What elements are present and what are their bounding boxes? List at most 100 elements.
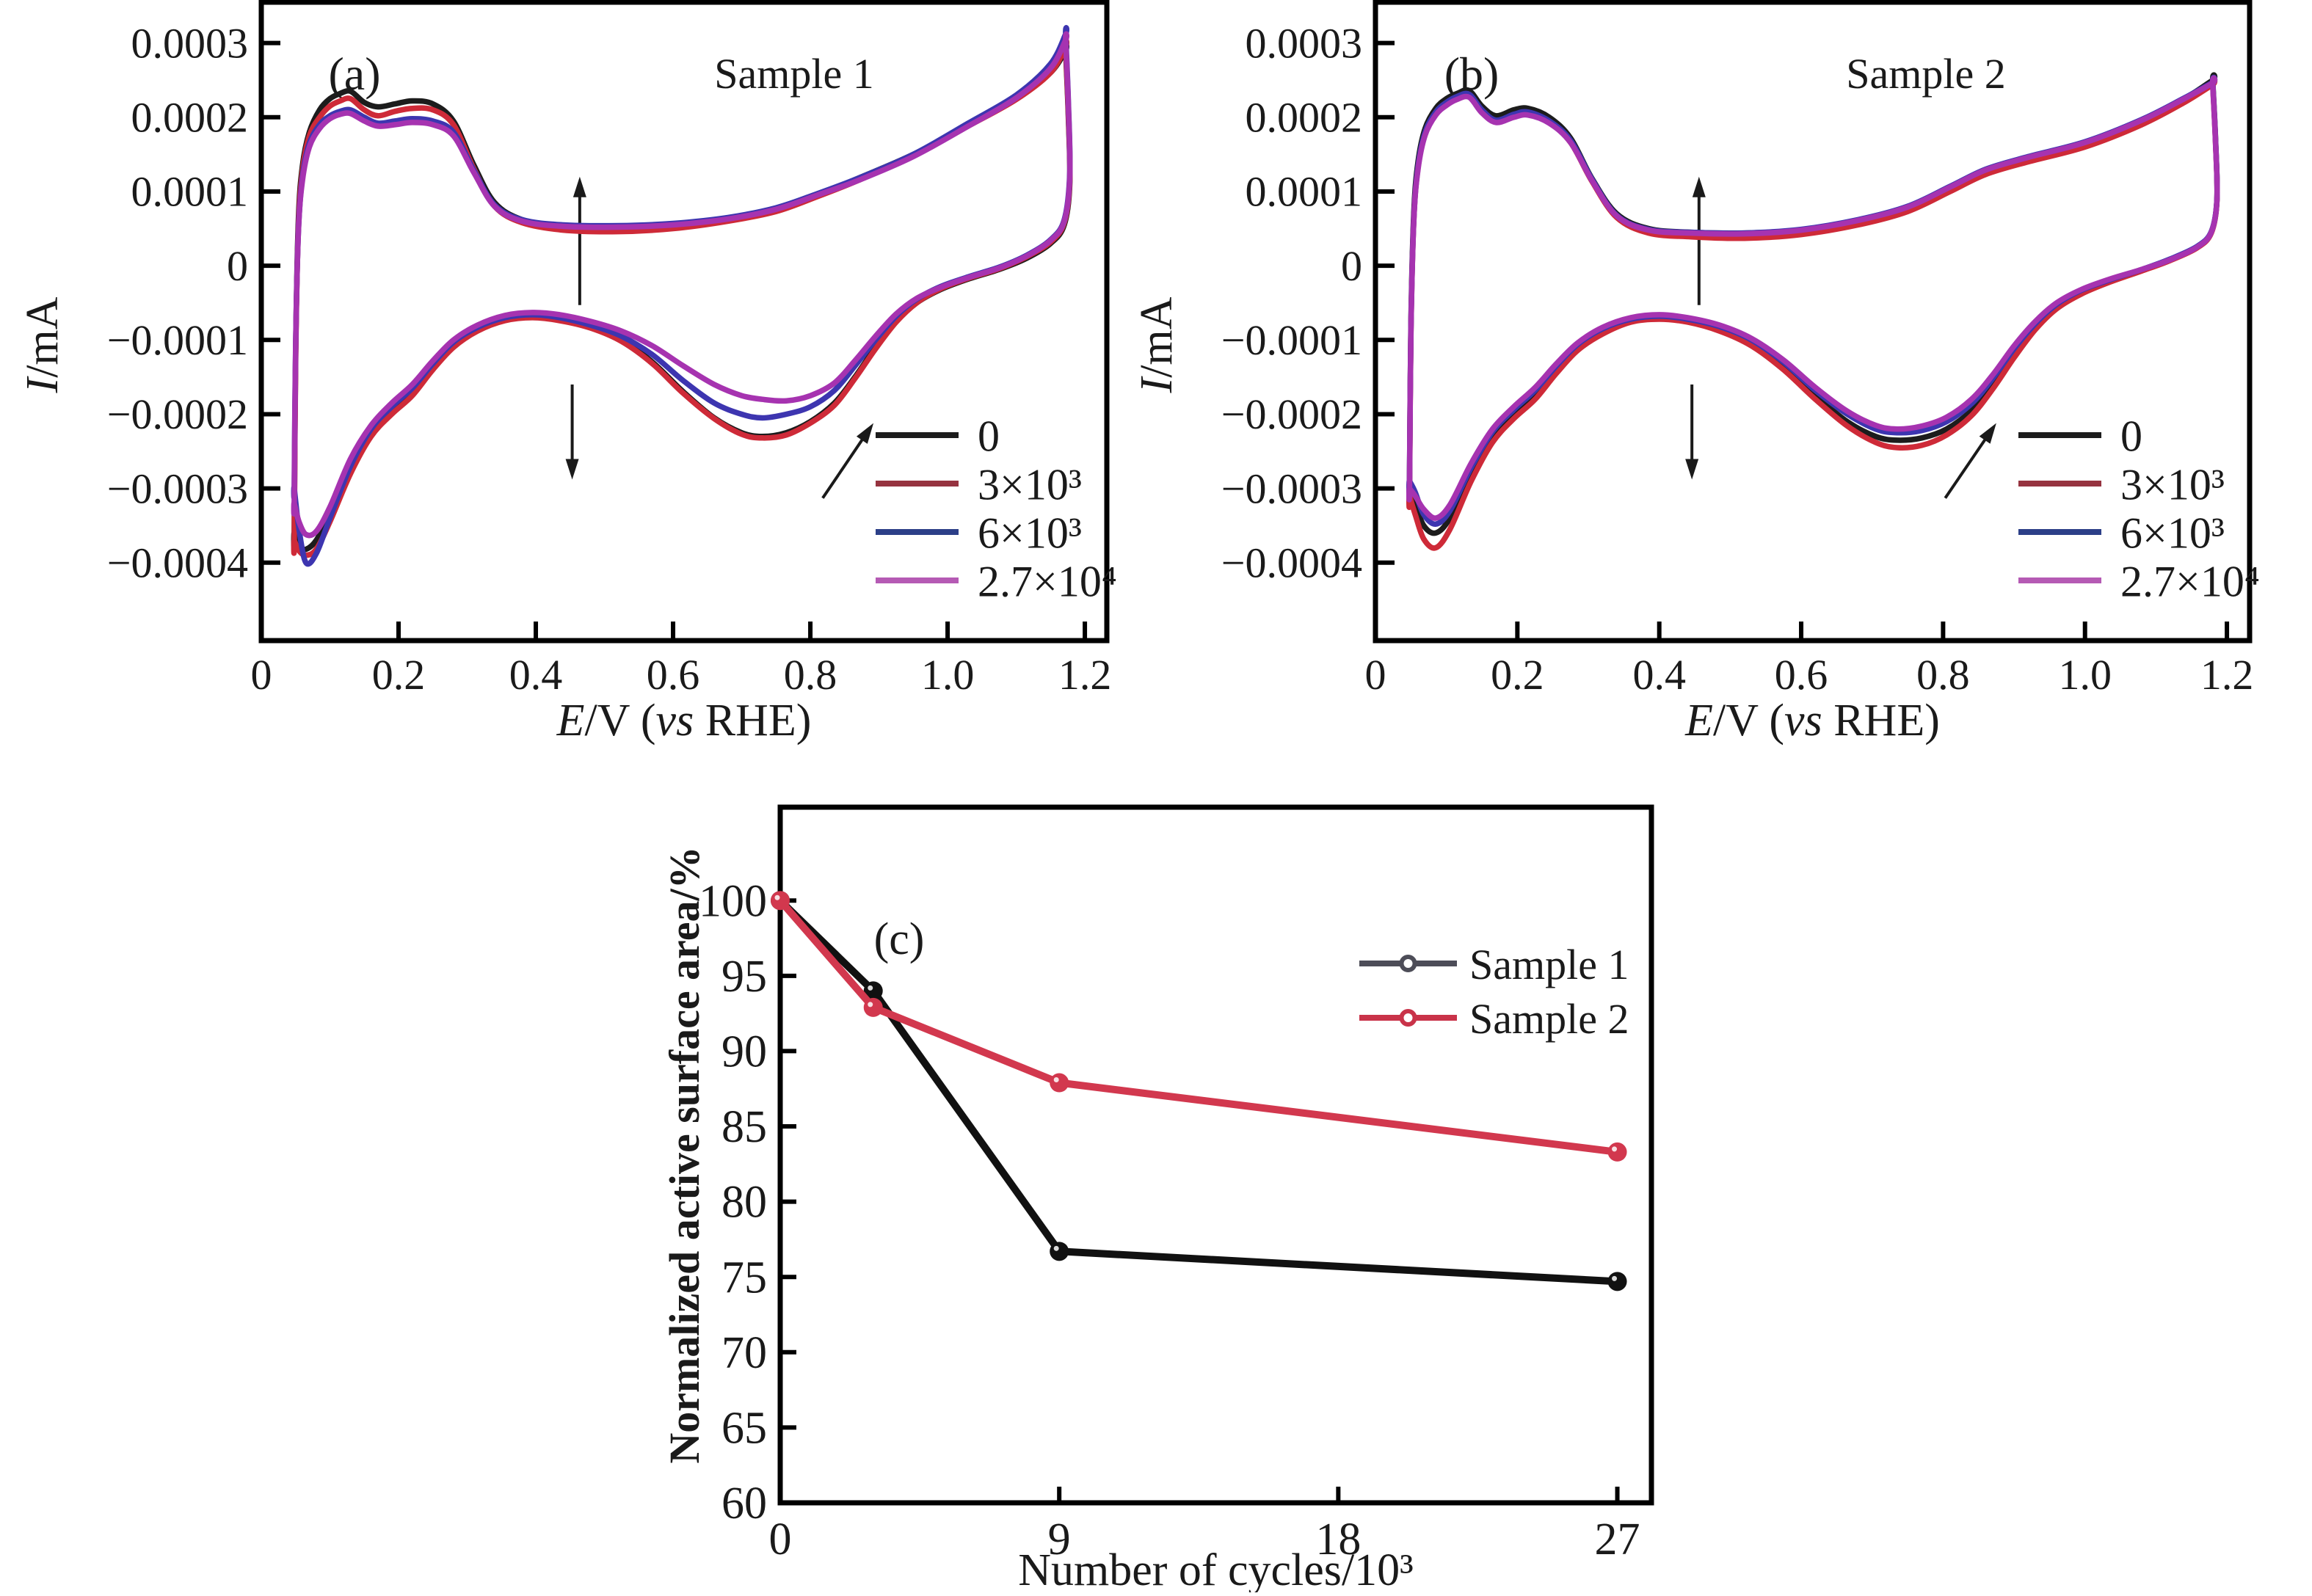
cv-curve-2.7×10⁴ <box>1406 75 2220 521</box>
y-tick-label: 0.0001 <box>131 168 249 216</box>
x-tick-label: 0.4 <box>1632 651 1686 699</box>
scan-direction-arrow-head <box>565 459 579 480</box>
plot-frame <box>777 804 1654 1506</box>
legend-label: Sample 2 <box>1469 995 1629 1043</box>
panel-c: 0 9 18 27 100 95 90 85 80 75 70 65 60 Number of cycle… <box>661 804 1654 1595</box>
x-tick-label: 18 <box>1315 1515 1361 1564</box>
y-tick-label: −0.0003 <box>107 464 248 512</box>
x-tick-label: 0 <box>769 1515 792 1564</box>
legend-marker <box>1399 955 1417 972</box>
y-axis-label: I/mA <box>1132 296 1182 393</box>
panel-a: 0 0.2 0.4 0.6 0.8 1.0 1.2 0.0003 0.0002 0.0001 0 −0… <box>18 0 1117 746</box>
scan-direction-arrow-head <box>1692 176 1706 197</box>
x-tick-label: 0 <box>251 651 272 699</box>
cv-curve-2.7×10⁴ <box>291 31 1073 539</box>
x-axis-label: Number of cycles/10³ <box>1018 1545 1414 1592</box>
y-axis-label: Normalized active surface area/% <box>661 846 708 1463</box>
x-tick-label: 0.6 <box>647 651 700 699</box>
y-tick-label: −0.0004 <box>1221 539 1362 586</box>
legend-item: Sample 2 <box>1359 995 1629 1043</box>
y-tick-label: −0.0003 <box>1221 464 1362 512</box>
panel-title: Sample 2 <box>1846 50 2005 98</box>
scan-direction-arrow-head <box>856 423 874 444</box>
y-tick-label: 70 <box>721 1328 767 1378</box>
data-point-highlight <box>1053 1077 1059 1083</box>
data-point-highlight <box>1053 1245 1059 1251</box>
y-tick-label: 0 <box>1341 242 1362 290</box>
series-line-Sample 2 <box>777 897 1618 1156</box>
legend-label: 2.7×10⁴ <box>2120 558 2260 606</box>
legend-label: 0 <box>978 412 1000 461</box>
legend-item: Sample 1 <box>1359 941 1629 988</box>
y-tick-label: 75 <box>721 1253 767 1302</box>
legend-label: 6×10³ <box>978 509 1082 558</box>
x-tick-label: 1.0 <box>2058 651 2112 699</box>
legend-label: Sample 1 <box>1469 941 1629 988</box>
x-tick-label: 1.2 <box>1058 651 1112 699</box>
legend-item: 6×10³ <box>2018 509 2225 558</box>
series-line-Sample 1 <box>777 897 1618 1286</box>
plot-frame <box>258 0 1110 644</box>
data-point-marker <box>771 891 790 911</box>
y-tick-label: 90 <box>721 1027 767 1076</box>
y-tick-label: 80 <box>721 1178 767 1228</box>
y-tick-label: 60 <box>721 1479 767 1528</box>
scan-direction-arrow-head <box>1979 423 1996 444</box>
x-tick-label: 9 <box>1048 1515 1071 1564</box>
y-tick-label: 0.0002 <box>131 94 249 142</box>
x-tick-label: 0.6 <box>1775 651 1828 699</box>
cv-curve-3×10³ <box>1406 76 2220 551</box>
data-point-highlight <box>868 1002 873 1007</box>
y-tick-label: 0.0003 <box>1246 19 1363 67</box>
y-tick-label: 95 <box>721 952 767 1002</box>
legend-label: 3×10³ <box>2120 461 2225 509</box>
x-tick-label: 27 <box>1595 1515 1640 1564</box>
x-tick-label: 0 <box>1365 651 1386 699</box>
y-tick-label: −0.0004 <box>107 539 248 586</box>
panel-title: Sample 1 <box>714 50 873 98</box>
x-tick-label: 1.2 <box>2200 651 2254 699</box>
legend-item: 6×10³ <box>876 509 1082 558</box>
data-point-highlight <box>1612 1275 1618 1281</box>
x-axis-label: E/V (vs RHE) <box>1684 696 1940 746</box>
legend-item: 3×10³ <box>876 461 1082 509</box>
y-tick-label: −0.0002 <box>1221 390 1362 438</box>
panel-letter: (c) <box>874 914 925 964</box>
x-tick-label: 0.4 <box>509 651 563 699</box>
data-point-marker <box>863 997 883 1017</box>
legend-label: 2.7×10⁴ <box>978 558 1117 606</box>
y-tick-label: 0.0001 <box>1246 168 1363 216</box>
scan-direction-arrow-head <box>1685 459 1699 480</box>
y-tick-label: −0.0002 <box>107 390 248 438</box>
y-tick-label: 85 <box>721 1102 767 1152</box>
legend-label: 3×10³ <box>978 461 1082 509</box>
legend-item: 3×10³ <box>2018 461 2225 509</box>
data-point-marker <box>1607 1142 1627 1162</box>
x-tick-label: 0.2 <box>372 651 426 699</box>
legend-marker <box>1399 1009 1417 1027</box>
y-axis-label: I/mA <box>18 296 68 393</box>
scan-direction-arrow-head <box>572 176 586 197</box>
data-point-highlight <box>868 985 873 991</box>
x-tick-label: 0.8 <box>1916 651 1970 699</box>
data-point-marker <box>1050 1242 1069 1261</box>
y-tick-label: 0.0002 <box>1246 94 1363 142</box>
legend-item: 0 <box>2018 412 2142 461</box>
data-point-highlight <box>774 894 780 900</box>
legend-item: 2.7×10⁴ <box>876 558 1117 606</box>
y-tick-label: −0.0001 <box>1221 316 1362 364</box>
y-tick-label: −0.0001 <box>107 316 248 364</box>
x-tick-label: 0.8 <box>784 651 837 699</box>
data-point-marker <box>1050 1073 1069 1093</box>
scan-direction-arrow <box>821 435 866 499</box>
plot-frame <box>1373 0 2253 644</box>
y-tick-label: 0 <box>227 242 248 290</box>
data-point-marker <box>1607 1272 1627 1291</box>
legend: Sample 1 Sample 2 <box>1359 941 1629 1043</box>
x-tick-label: 0.2 <box>1491 651 1544 699</box>
legend-item: 2.7×10⁴ <box>2018 558 2260 606</box>
